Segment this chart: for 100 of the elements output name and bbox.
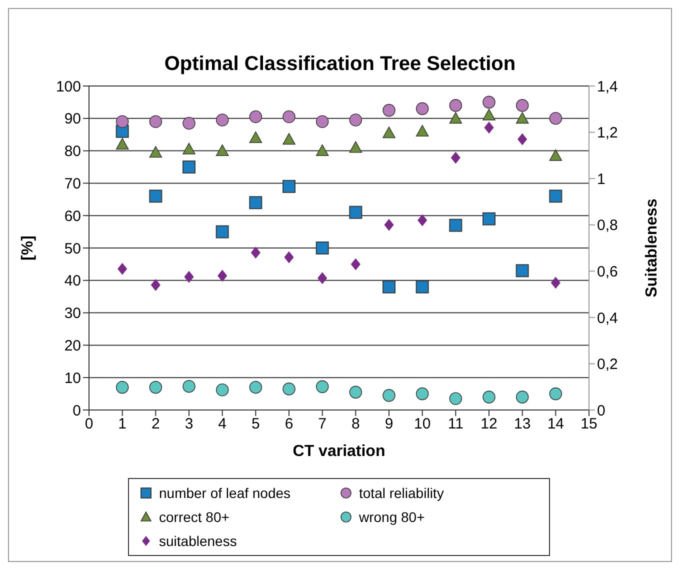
y2-tick-label: 1 (597, 170, 606, 188)
point (382, 389, 396, 402)
point (416, 280, 429, 294)
x-tick-label: 11 (448, 416, 464, 433)
point (149, 380, 162, 394)
legend-label: total reliability (359, 485, 444, 501)
y-tick-label: 60 (64, 208, 81, 225)
point (150, 279, 160, 292)
point (449, 218, 462, 232)
point (549, 149, 562, 161)
x-tick-label: 4 (218, 416, 227, 433)
point (282, 133, 296, 145)
point (182, 160, 196, 174)
y2-axis-title: Suitableness (644, 198, 661, 298)
point (516, 99, 529, 112)
x-tick-label: 5 (251, 416, 260, 433)
x-tick-label: 0 (84, 416, 94, 433)
point (549, 387, 562, 400)
point (216, 225, 229, 238)
point (149, 190, 162, 203)
point (216, 144, 229, 156)
x-tick-label: 1 (118, 416, 127, 433)
x-tick-label: 3 (184, 416, 194, 433)
point (516, 264, 529, 278)
y2-tick-label: 1,4 (597, 78, 618, 96)
point (216, 114, 229, 126)
x-tick-label: 12 (480, 416, 498, 433)
point (118, 262, 128, 275)
point (250, 246, 260, 259)
y-tick-label: 80 (64, 143, 81, 160)
point (449, 112, 462, 124)
point (349, 114, 362, 126)
point (384, 218, 394, 231)
point (282, 110, 296, 124)
y-tick-label: 90 (64, 110, 81, 128)
point (349, 141, 362, 153)
chart-title: Optimal Classification Tree Selection (163, 53, 517, 76)
legend-label: wrong 80+ (359, 509, 425, 525)
point (450, 152, 460, 164)
y-tick-label: 100 (56, 78, 81, 96)
point (484, 122, 494, 134)
point (549, 112, 562, 125)
point (116, 138, 129, 150)
y2-tick-label: 0,2 (597, 356, 618, 374)
y2-tick-label: 0 (597, 402, 606, 420)
point (249, 131, 262, 144)
point (349, 386, 362, 399)
point (249, 110, 262, 124)
point (416, 124, 429, 137)
point (149, 115, 162, 128)
point (182, 380, 196, 393)
point (249, 196, 262, 210)
point (516, 390, 529, 404)
point (518, 133, 528, 146)
y-tick-label: 50 (64, 240, 81, 258)
point (316, 380, 329, 394)
x-tick-label: 15 (580, 416, 598, 433)
y-tick-label: 10 (64, 370, 81, 387)
x-tick-label: 10 (414, 416, 431, 433)
point (382, 104, 396, 117)
point (149, 146, 162, 158)
point (382, 280, 396, 294)
y-axis-title: [%] (20, 236, 37, 260)
point (449, 99, 462, 112)
point (182, 142, 196, 154)
point (116, 380, 129, 394)
point (550, 276, 560, 289)
x-tick-label: 14 (547, 416, 564, 433)
point (282, 180, 296, 193)
point (316, 115, 329, 128)
point (382, 126, 396, 138)
legend-label: correct 80+ (159, 509, 230, 525)
y2-tick-label: 1,2 (597, 124, 618, 142)
point (318, 272, 328, 284)
point (316, 242, 329, 254)
x-tick-label: 6 (284, 416, 294, 433)
point (482, 390, 496, 404)
point (216, 384, 229, 396)
y-tick-label: 70 (64, 176, 81, 193)
point (482, 108, 496, 120)
x-tick-label: 7 (318, 416, 327, 433)
y-tick-label: 0 (72, 402, 81, 420)
point (116, 115, 129, 128)
point (182, 116, 196, 130)
point (418, 214, 428, 226)
legend-label: number of leaf nodes (159, 485, 291, 501)
point (184, 270, 194, 283)
point (349, 206, 362, 219)
x-axis-title: CT variation (292, 443, 386, 460)
y-tick-label: 40 (64, 272, 81, 290)
y2-tick-label: 0,6 (597, 263, 618, 280)
point (249, 380, 262, 394)
x-tick-label: 2 (151, 416, 160, 433)
point (549, 190, 562, 203)
y2-tick-label: 0,8 (597, 217, 618, 234)
x-tick-label: 8 (351, 416, 360, 433)
x-tick-label: 13 (514, 416, 531, 433)
y2-tick-label: 0,4 (597, 310, 618, 327)
point (516, 112, 529, 124)
legend-label: suitableness (159, 533, 237, 549)
